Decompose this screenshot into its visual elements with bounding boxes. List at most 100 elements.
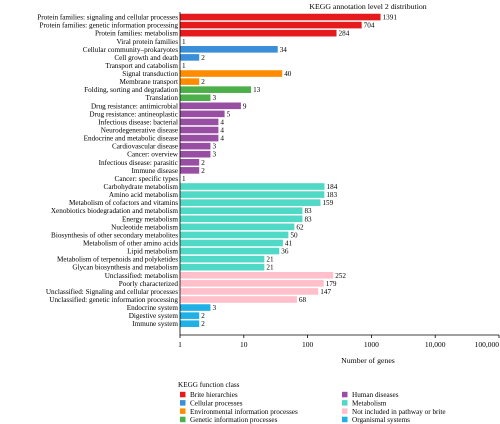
category-label-unclassified-metabolism: Unclassified: metabolism bbox=[105, 272, 179, 280]
legend-swatch-environmental-information-processes bbox=[180, 408, 186, 414]
value-label-biosynthesis-of-other-secondary-metabolites: 50 bbox=[290, 231, 298, 239]
value-label-cell-growth-and-death: 2 bbox=[201, 54, 205, 62]
bar-cardiovascular-disease bbox=[180, 142, 211, 150]
bar-glycan-biosynthesis-and-metabolism bbox=[180, 263, 265, 271]
bar-drug-resistance-antineoplastic bbox=[180, 110, 225, 118]
value-label-unclassified-metabolism: 252 bbox=[335, 272, 346, 280]
bar-unclassified-genetic-information-processing bbox=[180, 296, 297, 303]
category-label-xenobiotics-biodegradation-and-metabolism: Xenobiotics biodegradation and metabolis… bbox=[51, 207, 179, 215]
category-label-membrane-transport: Membrane transport bbox=[120, 78, 178, 86]
category-label-glycan-biosynthesis-and-metabolism: Glycan biosynthesis and metabolism bbox=[72, 264, 178, 272]
value-label-unclassified-genetic-information-processing: 68 bbox=[299, 296, 307, 304]
category-label-cancer-specific-types: Cancer: specific types bbox=[115, 175, 179, 183]
bar-unclassified-metabolism bbox=[180, 271, 334, 279]
category-label-metabolism-of-cofactors-and-vitamins: Metabolism of cofactors and vitamins bbox=[69, 199, 178, 207]
legend-swatch-not-included-in-pathway-or-brite bbox=[342, 408, 348, 414]
category-label-viral-protein-families: Viral protein families bbox=[117, 38, 179, 46]
bar-metabolism-of-other-amino-acids bbox=[180, 239, 283, 247]
bar-protein-families-genetic-information-processing bbox=[180, 21, 362, 29]
category-label-transport-and-catabolism: Transport and catabolism bbox=[105, 62, 178, 70]
bar-neurodegenerative-disease bbox=[180, 126, 219, 134]
legend-label-human-diseases: Human diseases bbox=[352, 391, 399, 399]
x-axis-title: Number of genes bbox=[341, 356, 395, 365]
legend-swatch-brite-hierarchies bbox=[180, 391, 186, 398]
x-tick-label: 1 bbox=[178, 340, 182, 349]
value-label-digestive-system: 2 bbox=[201, 312, 205, 320]
value-label-immune-disease: 2 bbox=[201, 167, 205, 175]
category-label-unclassified-signaling-and-cellular-processes: Unclassified: Signaling and cellular pro… bbox=[46, 288, 178, 296]
value-label-viral-protein-families: 1 bbox=[182, 38, 186, 46]
bar-protein-families-metabolism bbox=[180, 29, 337, 37]
category-label-protein-families-genetic-information-processing: Protein families: genetic information pr… bbox=[39, 22, 178, 30]
category-label-protein-families-signaling-and-cellular-processes: Protein families: signaling and cellular… bbox=[37, 14, 178, 22]
bar-metabolism-of-cofactors-and-vitamins bbox=[180, 199, 321, 206]
bar-signal-transduction bbox=[180, 70, 283, 77]
bar-unclassified-signaling-and-cellular-processes bbox=[180, 288, 319, 295]
category-label-metabolism-of-terpenoids-and-polyketides: Metabolism of terpenoids and polyketides bbox=[57, 256, 178, 264]
value-label-cancer-specific-types: 1 bbox=[182, 175, 186, 183]
value-label-metabolism-of-cofactors-and-vitamins: 159 bbox=[322, 199, 333, 207]
value-label-lipid-metabolism: 36 bbox=[281, 248, 289, 256]
value-label-glycan-biosynthesis-and-metabolism: 21 bbox=[266, 264, 274, 272]
value-label-carbohydrate-metabolism: 184 bbox=[327, 183, 338, 191]
value-label-membrane-transport: 2 bbox=[201, 78, 205, 86]
bar-endocrine-system bbox=[180, 304, 211, 311]
value-label-energy-metabolism: 83 bbox=[304, 215, 312, 223]
legend: KEGG function class Brite hierarchies Hum… bbox=[178, 381, 446, 424]
bar-infectious-disease-parasitic bbox=[180, 158, 200, 166]
bar-lipid-metabolism bbox=[180, 247, 280, 255]
category-label-neurodegenerative-disease: Neurodegenerative disease bbox=[101, 127, 178, 135]
bar-membrane-transport bbox=[180, 78, 200, 85]
category-label-metabolism-of-other-amino-acids: Metabolism of other amino acids bbox=[83, 240, 178, 248]
category-label-energy-metabolism: Energy metabolism bbox=[122, 215, 178, 223]
value-label-xenobiotics-biodegradation-and-metabolism: 83 bbox=[304, 207, 312, 215]
bar-cellular-community-prokaryotes bbox=[180, 46, 278, 53]
legend-title: KEGG function class bbox=[178, 381, 240, 389]
category-label-immune-disease: Immune disease bbox=[131, 167, 178, 175]
bar-xenobiotics-biodegradation-and-metabolism bbox=[180, 207, 303, 215]
value-label-signal-transduction: 40 bbox=[284, 70, 292, 78]
bar-immune-disease bbox=[180, 167, 200, 174]
legend-label-genetic-information-processes: Genetic information processes bbox=[190, 416, 278, 424]
category-label-cell-growth-and-death: Cell growth and death bbox=[114, 54, 178, 62]
x-tick-label: 100,000 bbox=[475, 340, 500, 349]
category-label-protein-families-metabolism: Protein families: metabolism bbox=[95, 30, 178, 38]
bar-energy-metabolism bbox=[180, 215, 303, 223]
bars-group bbox=[180, 13, 381, 327]
category-label-immune-system: Immune system bbox=[132, 320, 178, 328]
value-label-cancer-overview: 3 bbox=[212, 151, 216, 159]
legend-swatch-human-diseases bbox=[342, 391, 348, 398]
category-label-infectious-disease-bacterial: Infectious disease: bacterial bbox=[98, 118, 178, 126]
value-label-metabolism-of-terpenoids-and-polyketides: 21 bbox=[266, 256, 274, 264]
category-label-cancer-overview: Cancer: overview bbox=[127, 151, 179, 159]
value-label-cellular-community-prokaryotes: 34 bbox=[280, 46, 288, 54]
value-labels: 1391704284134214021339544433221184183159… bbox=[182, 14, 397, 329]
value-label-immune-system: 2 bbox=[201, 320, 205, 328]
bar-infectious-disease-bacterial bbox=[180, 118, 219, 126]
category-label-cardiovascular-disease: Cardiovascular disease bbox=[112, 143, 178, 151]
category-label-unclassified-genetic-information-processing: Unclassified: genetic information proces… bbox=[49, 296, 178, 304]
bar-translation bbox=[180, 94, 211, 102]
category-label-infectious-disease-parasitic: Infectious disease: parasitic bbox=[99, 159, 178, 167]
value-label-nucleotide-metabolism: 62 bbox=[296, 223, 304, 231]
value-label-drug-resistance-antimicrobial: 9 bbox=[243, 102, 247, 110]
x-tick-label: 10,000 bbox=[425, 340, 446, 349]
bar-drug-resistance-antimicrobial bbox=[180, 102, 241, 110]
chart-title: KEGG annotation level 2 distribution bbox=[309, 2, 426, 11]
bar-cancer-overview bbox=[180, 150, 211, 158]
legend-label-brite-hierarchies: Brite hierarchies bbox=[190, 391, 238, 399]
legend-swatch-cellular-processes bbox=[180, 400, 186, 406]
legend-label-metabolism: Metabolism bbox=[352, 400, 387, 408]
value-label-unclassified-signaling-and-cellular-processes: 147 bbox=[320, 288, 331, 296]
category-label-signal-transduction: Signal transduction bbox=[122, 70, 178, 78]
value-label-endocrine-and-metabolic-disease: 4 bbox=[220, 135, 224, 143]
legend-label-cellular-processes: Cellular processes bbox=[190, 400, 243, 408]
bar-endocrine-and-metabolic-disease bbox=[180, 134, 219, 142]
value-label-infectious-disease-bacterial: 4 bbox=[220, 118, 224, 126]
category-label-nucleotide-metabolism: Nucleotide metabolism bbox=[111, 223, 178, 231]
x-tick-label: 1000 bbox=[364, 340, 379, 349]
legend-label-organismal-systems: Organismal systems bbox=[352, 416, 410, 424]
value-label-endocrine-system: 3 bbox=[212, 304, 216, 312]
bar-cell-growth-and-death bbox=[180, 54, 200, 61]
